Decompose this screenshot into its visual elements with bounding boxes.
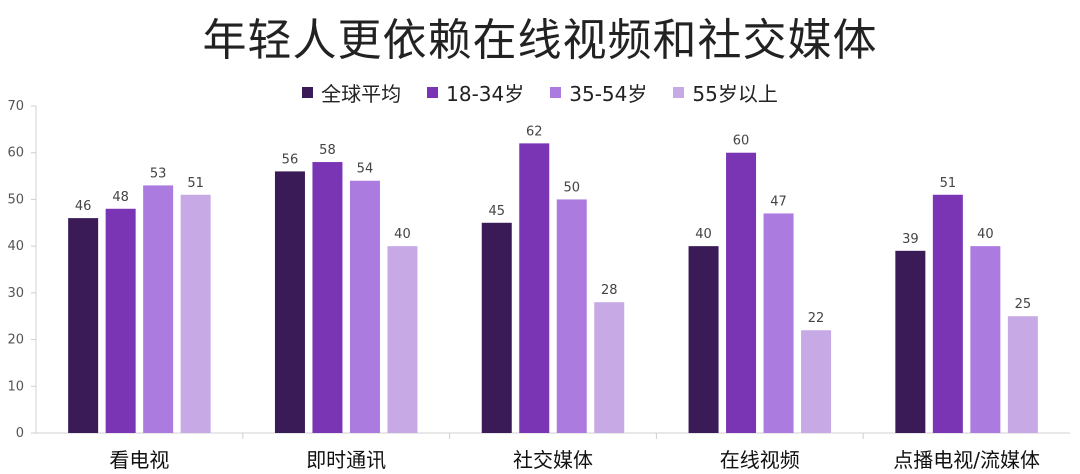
y-tick-label: 40: [7, 239, 24, 254]
bar: [274, 171, 305, 433]
bar: [387, 246, 418, 433]
legend-label: 18-34岁: [446, 82, 525, 106]
bar: [763, 213, 794, 433]
legend-label: 全球平均: [321, 82, 402, 106]
category-label: 社交媒体: [513, 448, 593, 472]
y-tick-label: 30: [7, 286, 24, 301]
bar: [688, 246, 719, 433]
data-label: 51: [187, 176, 204, 191]
bar: [932, 194, 963, 433]
category-label: 即时通讯: [306, 448, 386, 472]
y-tick-label: 70: [7, 99, 24, 114]
legend-swatch: [550, 87, 562, 98]
chart-title: 年轻人更依赖在线视频和社交媒体: [202, 15, 878, 66]
data-label: 28: [601, 283, 618, 298]
data-label: 46: [75, 199, 92, 214]
bar: [349, 180, 380, 433]
bar: [970, 246, 1001, 433]
category-label: 看电视: [109, 448, 169, 472]
y-tick-label: 10: [7, 379, 24, 394]
legend-item: 全球平均: [302, 78, 401, 107]
bar: [68, 218, 99, 433]
bar: [105, 208, 136, 433]
bar: [895, 250, 926, 433]
data-label: 62: [526, 124, 543, 139]
data-label: 50: [563, 180, 580, 195]
legend-item: 55岁以上: [673, 78, 778, 107]
data-label: 25: [1015, 297, 1032, 312]
category-label: 点播电视/流媒体: [893, 448, 1040, 472]
legend-swatch: [302, 87, 314, 98]
bar: [556, 199, 587, 433]
legend-swatch: [673, 87, 685, 98]
data-label: 54: [357, 162, 374, 177]
legend-swatch: [427, 87, 439, 98]
legend-label: 35-54岁: [569, 82, 648, 106]
data-label: 48: [112, 190, 129, 205]
y-tick-label: 60: [7, 146, 24, 161]
data-label: 51: [940, 176, 957, 191]
legend-item: 18-34岁: [427, 78, 524, 107]
data-label: 40: [394, 227, 411, 242]
bar: [312, 162, 343, 434]
bar: [481, 222, 512, 433]
data-label: 40: [695, 227, 712, 242]
data-label: 22: [808, 311, 825, 326]
bar: [726, 152, 757, 433]
bar: [801, 330, 832, 433]
bar: [594, 302, 625, 433]
data-label: 56: [282, 152, 299, 167]
data-label: 40: [977, 227, 994, 242]
bar: [1007, 316, 1038, 433]
data-label: 45: [488, 204, 505, 219]
data-label: 47: [770, 194, 787, 209]
data-label: 58: [319, 143, 336, 158]
y-tick-label: 0: [16, 426, 24, 441]
data-label: 53: [150, 166, 167, 181]
y-tick-label: 50: [7, 192, 24, 207]
y-tick-label: 20: [7, 333, 24, 348]
bar: [180, 194, 211, 433]
category-label: 在线视频: [720, 448, 800, 472]
data-label: 39: [902, 232, 919, 247]
bar: [143, 185, 174, 433]
legend-label: 55岁以上: [692, 82, 778, 106]
bar: [519, 143, 550, 433]
legend-item: 35-54岁: [550, 78, 647, 107]
legend: 全球平均 18-34岁 35-54岁 55岁以上: [0, 78, 1080, 107]
data-label: 60: [733, 134, 750, 149]
